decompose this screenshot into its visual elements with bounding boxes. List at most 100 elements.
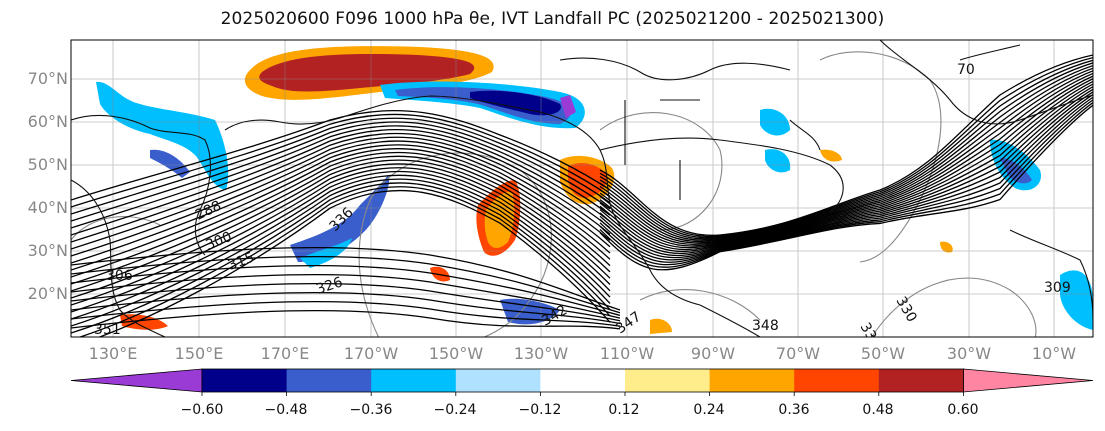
theta-e-contour-line [71,273,621,319]
lon-label-90w: 90°W [690,344,736,363]
theta-e-contour-line [599,72,1093,246]
theta-e-contours [71,54,1093,337]
theta-e-contour-line [71,136,611,250]
lat-label-20n: 20°N [27,284,68,303]
theta-e-contour-line [71,159,611,292]
theta-e-contour-line [599,88,1093,257]
colorbar-frame [201,368,964,393]
theta-e-contour-line [71,291,621,325]
contour-label: 351 [94,322,121,338]
colorbar-segment [202,369,288,392]
contour-labels: 288 300 306 315 326 336 339 342 347 348 … [94,62,1071,338]
theta-e-contour-line [599,64,1093,241]
theta-e-contour-line [71,182,611,334]
theta-e-contour-line [599,54,1093,236]
lon-label-50w: 50°W [860,344,906,363]
colorbar-tick-label: 0.36 [778,402,810,418]
theta-e-contour-line [71,282,621,322]
theta-e-contour-line [71,151,611,278]
colorbar [70,368,1094,396]
colorbar-tick-label: −0.48 [264,402,308,418]
colorbar-segment [455,369,541,392]
theta-e-contour-line [71,113,611,208]
theta-e-contour-line [599,96,1093,263]
lon-label-10w: 10°W [1031,344,1077,363]
lat-label-50n: 50°N [27,155,68,174]
theta-e-contour-line [71,178,611,327]
contour-label: 70 [957,62,975,78]
colorbar-extend-max [963,368,1094,393]
theta-e-contour-line [71,300,621,327]
theta-e-contour-line [71,140,611,257]
theta-e-contour-line [71,144,611,264]
colorbar-tick-label: −0.36 [349,402,393,418]
theta-e-contour-line [71,147,611,271]
colorbar-tick-label: −0.12 [518,402,562,418]
lat-label-70n: 70°N [27,69,68,88]
colorbar-segment [878,369,964,392]
contour-label: 348 [752,318,779,334]
map-title: 2025020600 F096 1000 hPa θe, IVT Landfal… [220,9,885,29]
contour-label: 326 [314,274,344,298]
colorbar-segment [625,369,711,392]
colorbar-tick-label: 0.12 [608,402,640,418]
theta-e-contour-line [71,117,611,215]
theta-e-contour-line [599,86,1093,254]
theta-e-contour-line [71,132,611,243]
theta-e-contour-line [71,309,621,330]
theta-e-contour-line [599,91,1093,259]
theta-e-contour-line [599,94,1093,261]
colorbar-segment [794,369,880,392]
theta-e-contour-line [599,59,1093,239]
colorbar-extend-min [70,368,203,393]
theta-e-contour-line [97,189,611,337]
lon-label-150w: 150°W [428,344,484,363]
coastlines [71,40,1093,337]
lon-label-30w: 30°W [946,344,992,363]
theta-e-contour-line [71,125,611,229]
theta-e-contour-line [599,78,1093,249]
colorbar-segment [371,369,457,392]
theta-e-contour-line [71,246,621,311]
theta-e-contour-line [599,70,1093,244]
map-frame [70,39,1094,338]
theta-e-contour-line [71,170,611,313]
theta-e-contour-line [599,101,1093,268]
colorbar-tick-label: −0.60 [180,402,224,418]
theta-e-contour-line [71,163,611,299]
lat-label-60n: 60°N [27,112,68,131]
lon-label-110w: 110°W [599,344,655,363]
lat-label-30n: 30°N [27,241,68,260]
lon-label-130e: 130°E [88,344,138,363]
theta-e-contour-line [71,264,621,317]
colorbar-tick-label: 0.60 [947,402,979,418]
theta-e-contour-line [71,128,611,236]
lon-label-170e: 170°E [260,344,310,363]
theta-e-contour-line [599,57,1093,238]
colorbar-segment [286,369,372,392]
lon-label-130w: 130°W [513,344,569,363]
lon-label-70w: 70°W [775,344,821,363]
theta-e-contour-line [599,99,1093,266]
theta-e-contour-line [599,80,1093,251]
map-content: 288 300 306 315 326 336 339 342 347 348 … [71,40,1093,338]
colorbar-segment [709,369,795,392]
theta-e-contour-line [599,104,1093,271]
theta-e-contour-line [71,255,621,314]
theta-e-contour-line [71,174,611,320]
lat-label-40n: 40°N [27,198,68,217]
theta-e-contour-line [71,109,611,201]
colorbar-tick-label: −0.24 [433,402,477,418]
contour-label: 309 [1044,280,1071,296]
theta-e-contour-line [77,186,611,337]
theta-e-contour-line [71,121,611,222]
theta-e-contour-line [599,67,1093,243]
colorbar-tick-label: 0.48 [862,402,894,418]
colorbar-tick-label: 0.24 [693,402,725,418]
contour-label: 306 [106,268,133,284]
theta-e-contour-line [599,62,1093,240]
theta-e-contour-line [599,83,1093,253]
colorbar-segment [540,369,626,392]
lon-label-170w: 170°W [343,344,399,363]
